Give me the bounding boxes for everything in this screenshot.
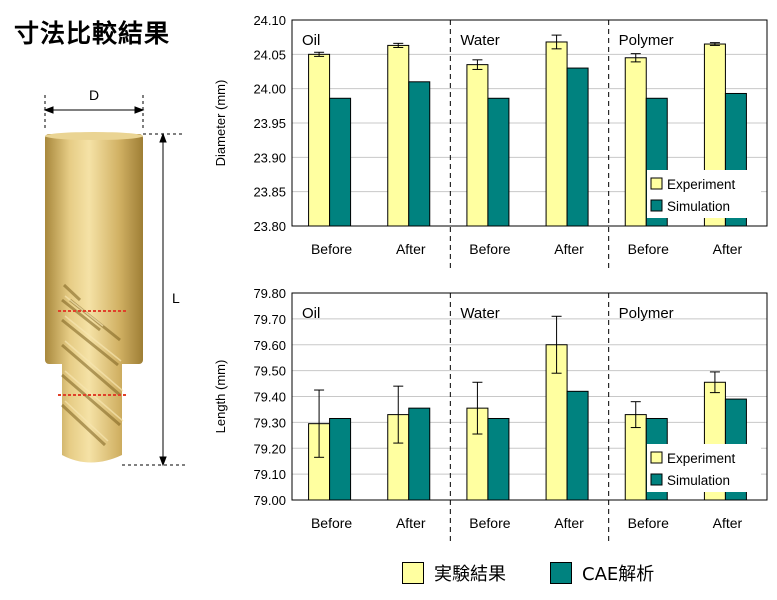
group-label: Oil (302, 32, 320, 49)
y-tick-label: 79.80 (253, 286, 286, 301)
experiment-bar (624, 57, 647, 227)
x-tick-label: Before (311, 241, 352, 257)
dimension-d-label: D (89, 87, 99, 103)
experiment-bar (308, 53, 331, 227)
legend-box (647, 170, 761, 218)
y-tick-label: 23.95 (253, 116, 286, 131)
simulation-bar (487, 417, 510, 501)
legend-swatch (650, 177, 663, 190)
simulation-bar (329, 417, 352, 501)
simulation-bar (408, 407, 431, 501)
y-tick-label: 24.10 (253, 13, 286, 28)
legend-swatch (650, 199, 663, 212)
bottom-legend-simulation-label: CAE解析 (582, 564, 655, 585)
y-tick-label: 79.10 (253, 467, 286, 482)
simulation-swatch (550, 562, 572, 584)
simulation-bar (329, 97, 352, 227)
legend-box (647, 444, 761, 492)
y-tick-label: 79.30 (253, 415, 286, 430)
legend-swatch (650, 451, 663, 464)
legend-label: Experiment (667, 451, 736, 466)
dimension-d (43, 95, 145, 130)
y-tick-label: 24.00 (253, 82, 286, 97)
y-tick-label: 23.80 (253, 219, 286, 234)
dimension-l (122, 132, 185, 467)
x-tick-label: After (396, 515, 426, 531)
x-tick-label: Before (469, 241, 510, 257)
experiment-bar (545, 41, 568, 227)
plot-border (291, 292, 768, 501)
x-tick-label: Before (628, 241, 669, 257)
x-tick-label: Before (628, 515, 669, 531)
y-tick-label: 79.70 (253, 312, 286, 327)
bottom-legend-simulation: CAE解析 (550, 560, 654, 586)
x-tick-label: After (713, 515, 743, 531)
group-label: Polymer (619, 305, 674, 322)
diameter-chart: 23.80 23.85 23.90 23.95 24.00 24.05 24.10 Diame… (213, 13, 768, 270)
legend-label: Experiment (667, 177, 736, 192)
experiment-swatch (402, 562, 424, 584)
experiment-bar (466, 64, 489, 227)
y-tick-label: 24.05 (253, 47, 286, 62)
simulation-bar (408, 81, 431, 227)
y-tick-label: 23.85 (253, 185, 286, 200)
experiment-bar (387, 44, 410, 227)
x-tick-label: Before (469, 515, 510, 531)
group-label: Oil (302, 305, 320, 322)
simulation-bar (566, 67, 589, 227)
page-title: 寸法比較結果 (14, 19, 171, 48)
x-tick-label: Before (311, 515, 352, 531)
x-tick-label: After (554, 515, 584, 531)
y-tick-label: 79.40 (253, 390, 286, 405)
plot-border (291, 19, 768, 227)
simulation-bar (566, 390, 589, 501)
length-chart: 79.00 79.10 79.20 79.30 79.40 79.50 79.60 79.70… (213, 286, 768, 544)
group-label: Water (460, 32, 499, 49)
bottom-legend: 実験結果 CAE解析 (402, 560, 742, 590)
y-axis-title: Diameter (mm) (213, 80, 228, 167)
group-label: Water (460, 305, 499, 322)
x-tick-label: After (396, 241, 426, 257)
y-tick-label: 23.90 (253, 150, 286, 165)
y-tick-label: 79.00 (253, 493, 286, 508)
x-tick-label: After (554, 241, 584, 257)
y-tick-label: 79.60 (253, 338, 286, 353)
bottom-legend-experiment: 実験結果 (402, 560, 506, 586)
legend-swatch (650, 473, 663, 486)
end-mill-diagram: D L (43, 87, 185, 467)
y-tick-label: 79.20 (253, 441, 286, 456)
y-tick-label: 79.50 (253, 364, 286, 379)
dimension-l-label: L (172, 290, 180, 306)
y-axis-title: Length (mm) (213, 360, 228, 434)
legend-label: Simulation (667, 199, 730, 214)
legend-label: Simulation (667, 473, 730, 488)
bottom-legend-experiment-label: 実験結果 (434, 564, 506, 585)
simulation-bar (487, 97, 510, 227)
x-tick-label: After (713, 241, 743, 257)
group-label: Polymer (619, 32, 674, 49)
tool-body (45, 132, 143, 463)
